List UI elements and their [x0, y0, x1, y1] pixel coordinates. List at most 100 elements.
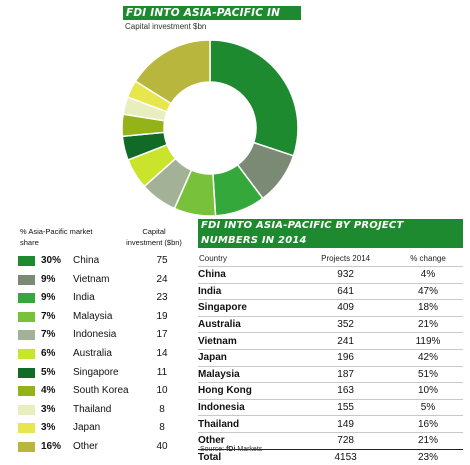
cell-change: 10%: [393, 382, 463, 400]
legend-value: 75: [156, 255, 168, 266]
legend-country: South Korea: [73, 385, 129, 397]
cell-country: Singapore: [198, 299, 299, 317]
cell-change: 5%: [393, 398, 463, 416]
legend-share: 9%: [41, 292, 56, 304]
legend-header-share: % Asia-Pacific market share: [20, 227, 93, 247]
cell-country: Hong Kong: [198, 382, 299, 400]
table-row: Other 728 21%: [198, 431, 463, 450]
legend-value: 19: [156, 310, 168, 322]
cell-country: Australia: [198, 315, 299, 333]
cell-country: China: [198, 266, 299, 284]
table-row: China 932 4%: [198, 266, 463, 284]
source-brand: fDi: [226, 446, 236, 453]
cell-projects: 155: [298, 398, 394, 416]
cell-country: Other: [198, 431, 299, 450]
cell-country: Vietnam: [198, 332, 299, 350]
legend-item: 3% Japan 8: [18, 420, 188, 439]
cell-projects: 149: [298, 415, 394, 433]
fdi-donut-chart: [121, 39, 299, 217]
legend-share: 30%: [41, 255, 62, 266]
legend-swatch: [18, 423, 35, 434]
cell-change: 23%: [393, 448, 463, 465]
cell-projects: 241: [298, 332, 394, 350]
legend-country: Singapore: [73, 366, 119, 378]
donut-legend: 30% China 75 9% Vietnam 24 9% India 23 7% Malaysia…: [18, 253, 188, 458]
legend-share: 4%: [41, 385, 56, 397]
table-row: India 641 47%: [198, 282, 463, 300]
column-header-country: Country: [199, 254, 228, 263]
cell-change: 18%: [393, 299, 463, 317]
table-row: Hong Kong 163 10%: [198, 382, 463, 400]
legend-value: 10: [156, 385, 168, 397]
legend-value: 17: [156, 329, 168, 341]
legend-swatch: [18, 404, 35, 415]
project-table-title: FDI INTO ASIA-PACIFIC BY PROJECT NUMBERS…: [198, 219, 463, 248]
legend-item: 9% Vietnam 24: [18, 272, 188, 291]
source-name: Markets: [237, 446, 263, 453]
legend-swatch: [18, 330, 35, 341]
legend-item: 7% Indonesia 17: [18, 327, 188, 346]
legend-share: 5%: [41, 366, 56, 378]
legend-swatch: [18, 386, 35, 397]
legend-country: Thailand: [73, 403, 112, 415]
table-row: Singapore 409 18%: [198, 299, 463, 317]
legend-share: 3%: [41, 422, 56, 434]
legend-country: Japan: [73, 422, 101, 434]
legend-share: 16%: [41, 440, 62, 452]
donut-chart-title: FDI INTO ASIA-PACIFIC IN 2014: [123, 6, 301, 33]
legend-item: 5% Singapore 11: [18, 365, 188, 384]
table-row: Japan 196 42%: [198, 348, 463, 367]
cell-change: 51%: [393, 365, 463, 383]
legend-value: 23: [156, 292, 168, 304]
legend-item: 30% China 75: [18, 253, 188, 272]
legend-swatch: [18, 348, 35, 359]
legend-value: 14: [156, 347, 168, 359]
legend-value: 24: [156, 273, 168, 285]
donut-slice-china: [209, 39, 299, 157]
legend-share: 3%: [41, 403, 56, 415]
table-row: Malaysia 187 51%: [198, 365, 463, 383]
legend-share: 7%: [41, 310, 56, 322]
donut-chart-subtitle: Capital investment $bn: [125, 22, 207, 31]
legend-swatch: [18, 367, 35, 378]
legend-share: 6%: [41, 347, 56, 359]
cell-country: India: [198, 282, 299, 300]
source-note: Source: fDi Markets: [200, 446, 262, 453]
legend-swatch: [18, 256, 35, 266]
cell-change: 21%: [393, 431, 463, 450]
legend-country: Vietnam: [73, 273, 110, 285]
table-row: Indonesia 155 5%: [198, 398, 463, 416]
cell-change: 4%: [393, 266, 463, 284]
cell-projects: 196: [298, 348, 394, 367]
column-header-projects: Projects 2014: [321, 254, 371, 263]
legend-value: 8: [159, 422, 165, 434]
legend-country: Other: [73, 440, 99, 452]
legend-swatch: [18, 311, 35, 322]
cell-country: Indonesia: [198, 398, 299, 416]
legend-country: China: [73, 255, 100, 266]
cell-change: 21%: [393, 315, 463, 333]
table-row: Australia 352 21%: [198, 315, 463, 333]
legend-country: Indonesia: [73, 329, 117, 341]
legend-item: 7% Malaysia 19: [18, 309, 188, 328]
legend-country: India: [73, 292, 95, 304]
project-numbers-table: Country Projects 2014 % change China 932 4…: [198, 251, 463, 465]
donut-slice-other: [134, 39, 211, 105]
cell-change: 47%: [393, 282, 463, 300]
legend-value: 11: [156, 366, 168, 378]
legend-swatch: [18, 274, 35, 285]
cell-country: Malaysia: [198, 365, 299, 383]
cell-projects: 187: [298, 365, 394, 383]
legend-item: 6% Australia 14: [18, 346, 188, 365]
cell-country: Japan: [198, 348, 299, 367]
source-label: Source:: [200, 446, 225, 453]
legend-value: 8: [159, 403, 165, 415]
cell-country: Thailand: [198, 415, 299, 433]
cell-projects: 728: [298, 431, 394, 450]
legend-country: Malaysia: [73, 310, 113, 322]
legend-item: 16% Other 40: [18, 439, 188, 458]
legend-share: 7%: [41, 329, 56, 341]
table-row: Vietnam 241 119%: [198, 332, 463, 350]
legend-swatch: [18, 441, 35, 452]
cell-projects: 4153: [298, 448, 394, 465]
